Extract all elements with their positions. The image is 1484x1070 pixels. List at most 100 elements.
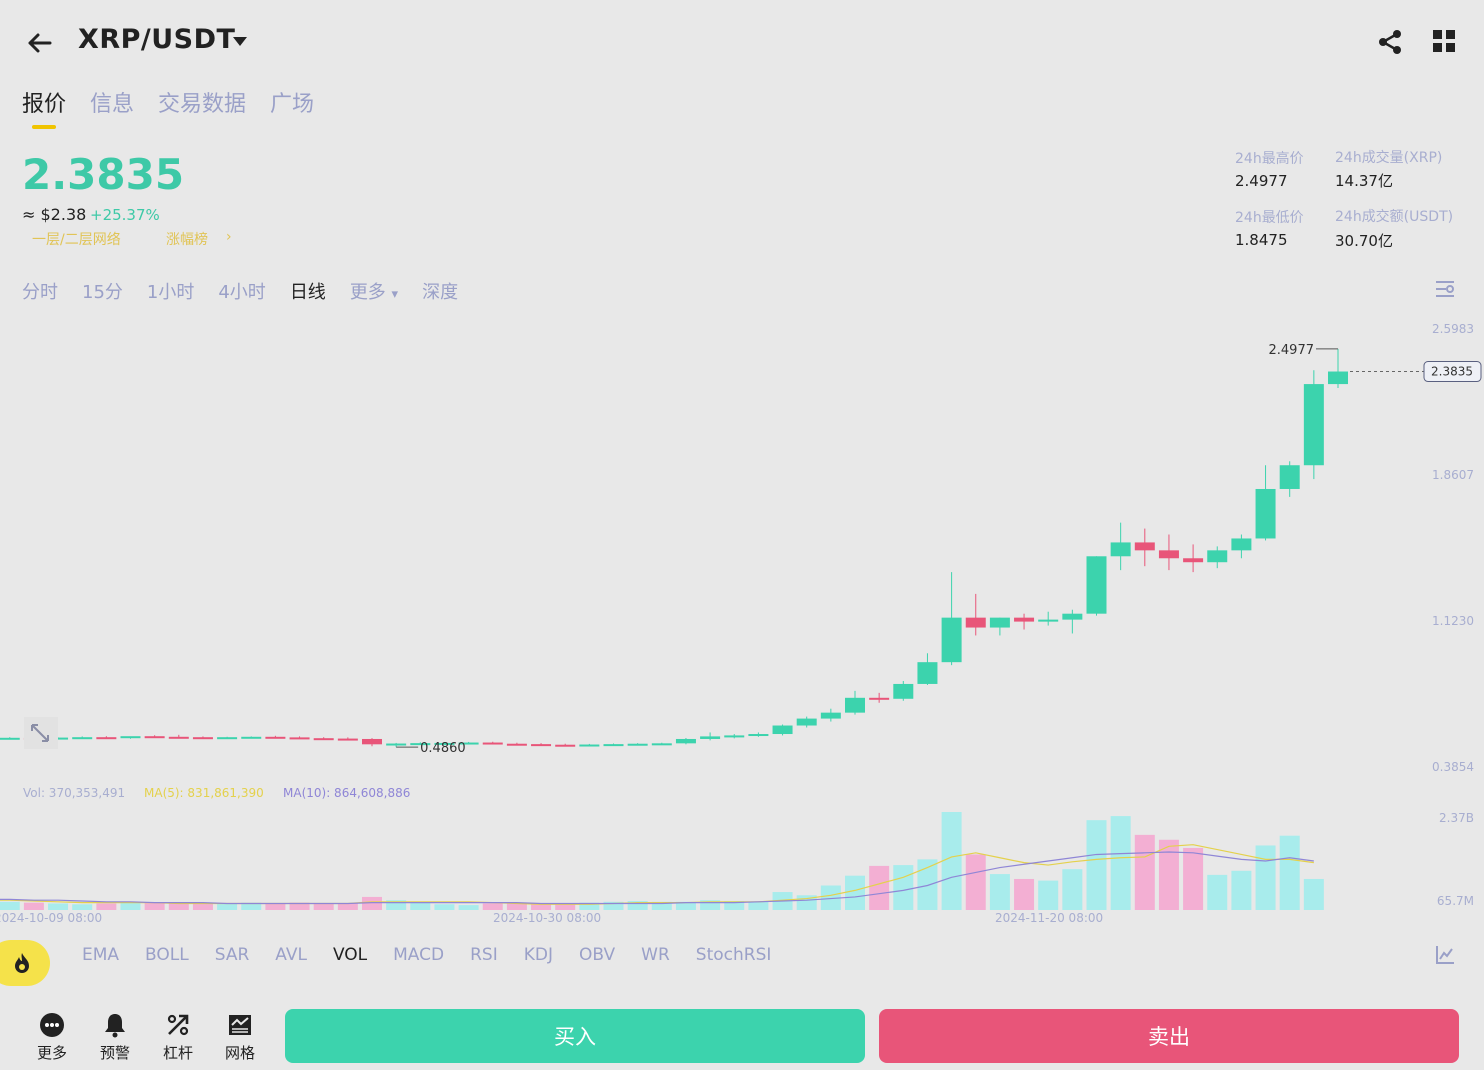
timeframe-15m[interactable]: 15分 [82,282,123,303]
volume-bar [217,903,238,910]
more-label: 更多 [36,1044,67,1062]
y-axis-label: 1.1230 [1432,614,1474,628]
candle-up [386,743,407,746]
volume-bar [144,902,165,910]
candle-up [917,662,938,684]
candle-down [313,738,334,741]
buy-button[interactable]: 买入 [285,1009,865,1063]
indicator-vol[interactable]: VOL [332,945,368,965]
share-icon[interactable] [1376,28,1404,56]
bell-icon [105,1014,125,1038]
candle-up [72,737,93,740]
candle-up [796,718,817,726]
grid-bot-button[interactable]: 网格 [215,1012,265,1063]
hot-button[interactable] [0,940,50,986]
candle-up [241,736,262,739]
candle-up [1255,488,1276,539]
x-axis-label: 2024-11-20 08:00 [995,911,1103,925]
tab-trading-data[interactable]: 交易数据 [158,92,247,117]
tab-square[interactable]: 广场 [270,92,315,117]
volume-bar [989,874,1010,910]
gainers-rank-arrow-icon[interactable]: › [226,229,232,245]
volume-bar [72,904,93,910]
timeframe-depth[interactable]: 深度 [422,282,459,303]
volume-bar [1255,845,1276,910]
candle-up [700,736,721,739]
volume-bar [265,903,286,910]
stat-amount-label: 24h成交额(USDT) [1335,209,1454,225]
active-tab-indicator [32,125,56,129]
volume-bar [627,901,648,910]
alert-button[interactable]: 预警 [90,1012,140,1063]
volume-bar [820,885,841,910]
indicator-settings-icon[interactable] [1434,944,1456,966]
stat-low-value: 1.8475 [1235,231,1288,249]
candle-up [1328,371,1348,385]
candle-up [48,737,69,740]
grid-menu-icon[interactable] [1432,29,1456,53]
volume-legend-vol: Vol: 370,353,491 [23,786,125,800]
stat-volume-value: 14.37亿 [1335,172,1393,190]
volume-bar [120,901,141,910]
candle-down [531,744,552,747]
indicator-ema[interactable]: EMA [82,945,120,965]
stat-high-label: 24h最高价 [1235,151,1304,167]
volume-bar [362,896,382,910]
chart-settings-icon[interactable] [1434,278,1456,300]
pair-dropdown-caret-icon[interactable] [232,34,248,50]
tab-info[interactable]: 信息 [90,92,135,117]
candle-up [1086,556,1107,614]
volume-bar [168,903,189,910]
candle-down [192,737,213,740]
candle-up [410,743,431,746]
network-tag[interactable]: 一层/二层网络 [32,232,121,248]
trading-pair-title[interactable]: XRP/USDT [78,24,236,55]
back-arrow-icon[interactable] [22,26,56,60]
volume-bar [1014,878,1035,910]
indicator-wr[interactable]: WR [641,945,670,965]
leverage-button[interactable]: 杠杆 [153,1012,203,1063]
indicator-rsi[interactable]: RSI [470,945,498,965]
candle-down [96,737,117,740]
volume-bar [941,812,962,910]
candle-up [0,737,20,740]
stat-amount-value: 30.70亿 [1335,232,1393,250]
volume-bar [651,901,672,910]
indicator-obv[interactable]: OBV [579,945,616,965]
expand-chart-icon[interactable] [24,717,58,749]
indicator-sar[interactable]: SAR [214,945,250,965]
candle-up [120,736,141,739]
candle-down [1183,558,1204,563]
timeframe-4h[interactable]: 4小时 [218,282,266,303]
indicator-boll[interactable]: BOLL [145,945,189,965]
x-axis-label: 2024-10-09 08:00 [0,911,102,925]
timeframe-time-share[interactable]: 分时 [22,282,58,303]
timeframe-1h[interactable]: 1小时 [146,282,195,303]
sell-button[interactable]: 卖出 [879,1009,1459,1063]
stat-low-label: 24h最低价 [1235,210,1304,226]
candle-down [337,738,358,741]
candle-down [965,617,986,628]
indicator-stochrsi[interactable]: StochRSI [695,945,772,965]
indicator-macd[interactable]: MACD [393,945,445,965]
candle-up [1231,538,1252,551]
indicator-kdj[interactable]: KDJ [523,945,553,965]
tab-quote[interactable]: 报价 [22,92,67,117]
stat-volume-label: 24h成交量(XRP) [1335,150,1443,166]
volume-bar [192,902,213,910]
more-button[interactable]: 更多 [27,1012,77,1063]
volume-axis-label: 2.37B [1439,811,1474,825]
candle-down [1134,542,1155,551]
volume-bar [700,900,721,910]
gainers-rank-tag[interactable]: 涨幅榜 [166,232,208,248]
candlestick-chart[interactable]: 2.5983 1.8607 1.1230 0.3854 2.3835 2.497… [0,300,1484,930]
timeframe-more[interactable]: 更多 ▾ [350,278,398,304]
volume-bar [1279,835,1300,910]
volume-bar [579,902,600,910]
price-usd-approx: ≈ $2.38 [22,205,87,224]
indicator-avl[interactable]: AVL [275,945,307,965]
grid-bot-label: 网格 [224,1044,255,1062]
timeframe-1d[interactable]: 日线 [289,282,326,303]
main-tabs: 报价 信息 交易数据 广场 [22,86,314,118]
candle-down [168,736,189,739]
